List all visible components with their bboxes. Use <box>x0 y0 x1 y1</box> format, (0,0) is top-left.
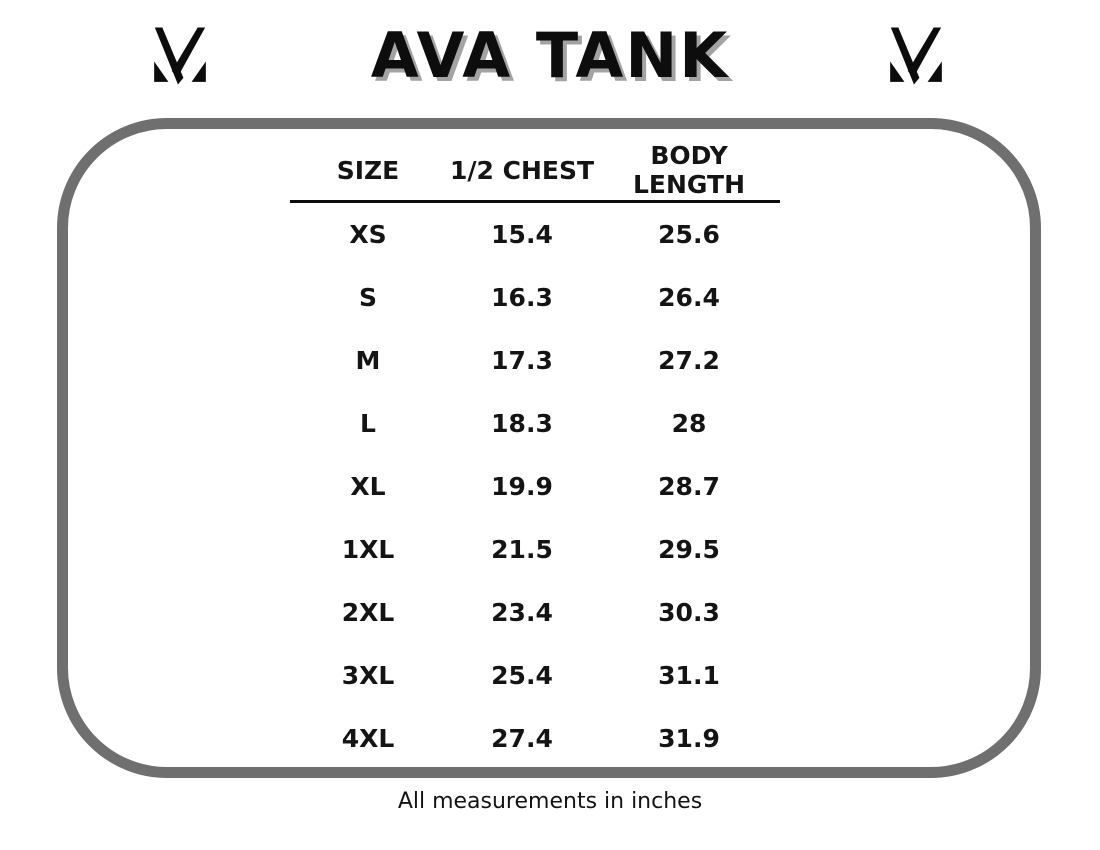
column-header-body-length-label: BODY LENGTH <box>633 141 745 199</box>
size-table-row: 4XL 27.4 31.9 <box>290 707 780 770</box>
size-label-cell: 4XL <box>341 724 395 753</box>
half-chest-cell: 25.4 <box>491 661 553 690</box>
body-length-cell: 31.1 <box>658 661 720 690</box>
body-length-cell: 29.5 <box>658 535 720 564</box>
size-label-cell: XS <box>349 220 387 249</box>
size-table-row: XL 19.9 28.7 <box>290 455 780 518</box>
half-chest-cell: 21.5 <box>491 535 553 564</box>
page-title: AVA TANK <box>370 19 730 92</box>
half-chest-cell: 17.3 <box>491 346 553 375</box>
measurement-unit-note: All measurements in inches <box>397 789 703 814</box>
body-length-cell: 31.9 <box>658 724 720 753</box>
half-chest-cell: 18.3 <box>491 409 553 438</box>
size-chart-frame <box>57 118 1041 778</box>
size-label-cell: M <box>355 346 381 375</box>
body-length-cell: 27.2 <box>658 346 720 375</box>
size-label-cell: S <box>358 283 377 312</box>
size-label-cell: L <box>360 409 376 438</box>
column-header-half-chest: 1/2 CHEST <box>449 155 595 185</box>
size-table-row: XS 15.4 25.6 <box>290 203 780 266</box>
body-length-cell: 30.3 <box>658 598 720 627</box>
size-table-row: 3XL 25.4 31.1 <box>290 644 780 707</box>
size-label-cell: 1XL <box>341 535 395 564</box>
size-table-row: L 18.3 28 <box>290 392 780 455</box>
half-chest-cell: 16.3 <box>491 283 553 312</box>
size-label-cell: 3XL <box>341 661 395 690</box>
brand-m-logo-icon <box>890 27 942 85</box>
size-table-row: S 16.3 26.4 <box>290 266 780 329</box>
brand-m-logo-icon <box>154 27 206 85</box>
body-length-cell: 28.7 <box>658 472 720 501</box>
body-length-cell: 28 <box>671 409 707 438</box>
size-table-header: SIZE 1/2 CHEST BODY LENGTH <box>290 140 780 203</box>
size-table-row: 2XL 23.4 30.3 <box>290 581 780 644</box>
size-table-row: M 17.3 27.2 <box>290 329 780 392</box>
column-header-body-length: BODY LENGTH <box>598 141 780 199</box>
size-label-cell: XL <box>350 472 386 501</box>
half-chest-cell: 19.9 <box>491 472 553 501</box>
body-length-cell: 26.4 <box>658 283 720 312</box>
size-table-row: 1XL 21.5 29.5 <box>290 518 780 581</box>
column-header-size: SIZE <box>336 155 400 185</box>
size-table-body: XS 15.4 25.6 S 16.3 26.4 M 17.3 27.2 L 1… <box>290 203 780 770</box>
half-chest-cell: 27.4 <box>491 724 553 753</box>
size-table: SIZE 1/2 CHEST BODY LENGTH XS 15.4 25.6 … <box>290 140 780 770</box>
body-length-cell: 25.6 <box>658 220 720 249</box>
half-chest-cell: 15.4 <box>491 220 553 249</box>
half-chest-cell: 23.4 <box>491 598 553 627</box>
size-label-cell: 2XL <box>341 598 395 627</box>
